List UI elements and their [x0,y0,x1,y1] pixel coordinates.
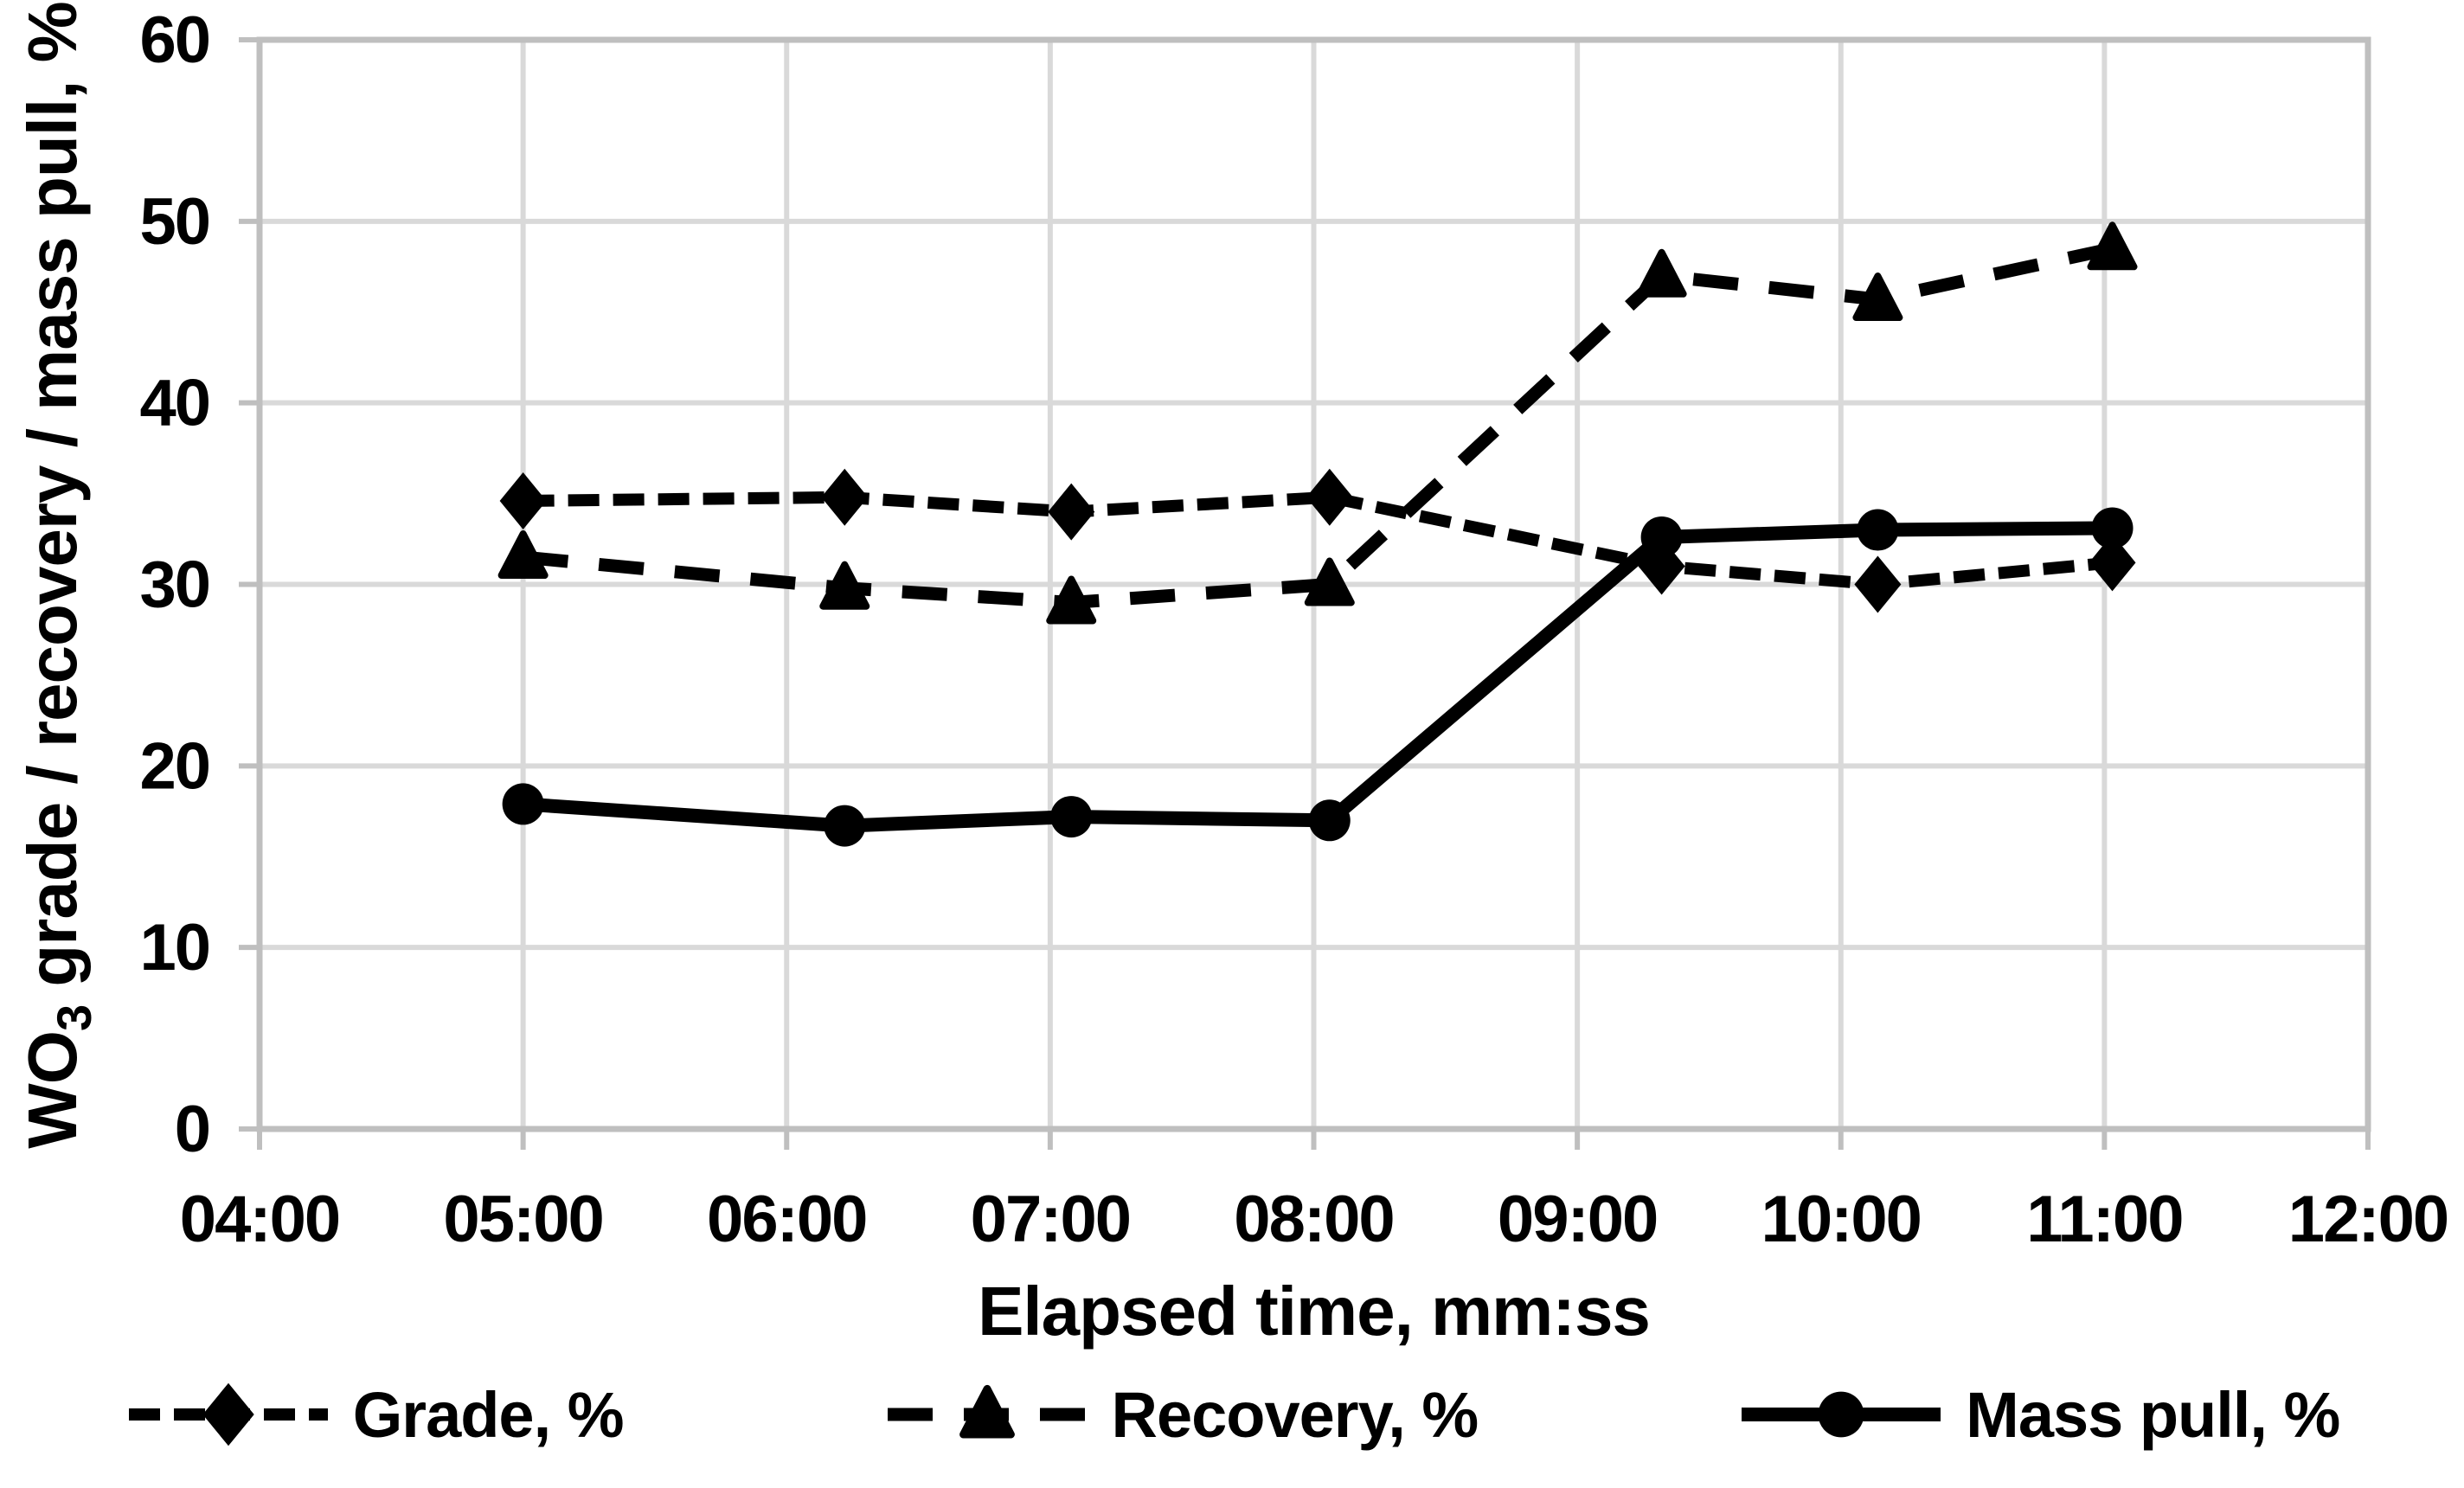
y-tick-label: 50 [139,185,209,259]
legend-item-recovery: Recovery, % [883,1376,1479,1453]
x-tick-label: 07:00 [971,1183,1130,1256]
recovery-line-triangle-swatch [887,1384,1087,1439]
triangle-marker [1636,248,1687,298]
y-tick-label: 20 [139,729,209,803]
triangle-marker [1046,575,1097,625]
diamond-marker [821,468,869,526]
chart-legend: Grade, % Recovery, % Mass pull, % [0,1363,2464,1466]
diamond-marker [1048,483,1095,541]
legend-label-grade: Grade, % [352,1378,625,1451]
gridlines [239,37,2371,1150]
diamond-marker [2089,534,2136,592]
x-tick-label: 06:00 [707,1183,866,1256]
circle-marker [2091,507,2134,549]
grade-line-diamond-swatch [128,1382,328,1446]
triangle-marker [497,530,549,580]
legend-label-recovery: Recovery, % [1111,1378,1479,1451]
series-recovery [497,221,2138,625]
legend-item-mass-pull: Mass pull, % [1737,1376,2340,1453]
diamond-marker [1306,468,1353,526]
y-axis-title-prefix: WO [14,1031,91,1149]
circle-marker [1308,799,1351,842]
y-axis-title-subscript: 3 [47,1004,101,1032]
circle-marker [1640,516,1683,558]
x-tick-label: 12:00 [2288,1183,2448,1256]
diamond-marker [202,1382,254,1446]
x-tick-label: 10:00 [1761,1183,1921,1256]
mass-pull-line-circle-swatch [1742,1391,1941,1438]
x-tick-label: 11:00 [2026,1183,2182,1256]
circle-marker [1050,796,1093,838]
y-tick-label: 30 [139,548,209,622]
x-tick-label: 05:00 [443,1183,602,1256]
circle-marker [1818,1391,1864,1438]
x-tick-label: 04:00 [180,1183,339,1256]
diamond-marker [1854,555,1902,613]
x-axis-title: Elapsed time, mm:ss [978,1273,1651,1350]
circle-marker [502,783,544,825]
triangle-marker [1304,557,1355,606]
legend-label-mass-pull: Mass pull, % [1966,1378,2340,1451]
y-tick-label: 60 [139,3,209,77]
y-tick-label: 10 [139,911,209,985]
y-tick-label: 0 [175,1093,209,1166]
triangle-marker [2087,221,2138,271]
circle-marker [824,805,866,847]
y-tick-label: 40 [139,367,209,440]
y-axis-title-suffix: grade / recovery / mass pull, % [14,2,91,1005]
x-tick-label: 09:00 [1498,1183,1657,1256]
triangle-marker [1852,273,1903,322]
plot-border [256,36,2371,1132]
tick-labels: 0 10 20 30 40 50 60 04:00 05:00 06:00 07:00 08:00 09… [139,3,2449,1256]
diamond-marker [499,471,547,529]
triangle-marker [959,1384,1015,1439]
y-axis-title: WO3 grade / recovery / mass pull, % [13,0,101,1181]
triangle-marker [819,561,870,610]
series-mass-pull [502,507,2134,847]
circle-marker [1857,509,1899,551]
x-tick-label: 08:00 [1234,1183,1393,1256]
legend-item-grade: Grade, % [125,1376,625,1453]
